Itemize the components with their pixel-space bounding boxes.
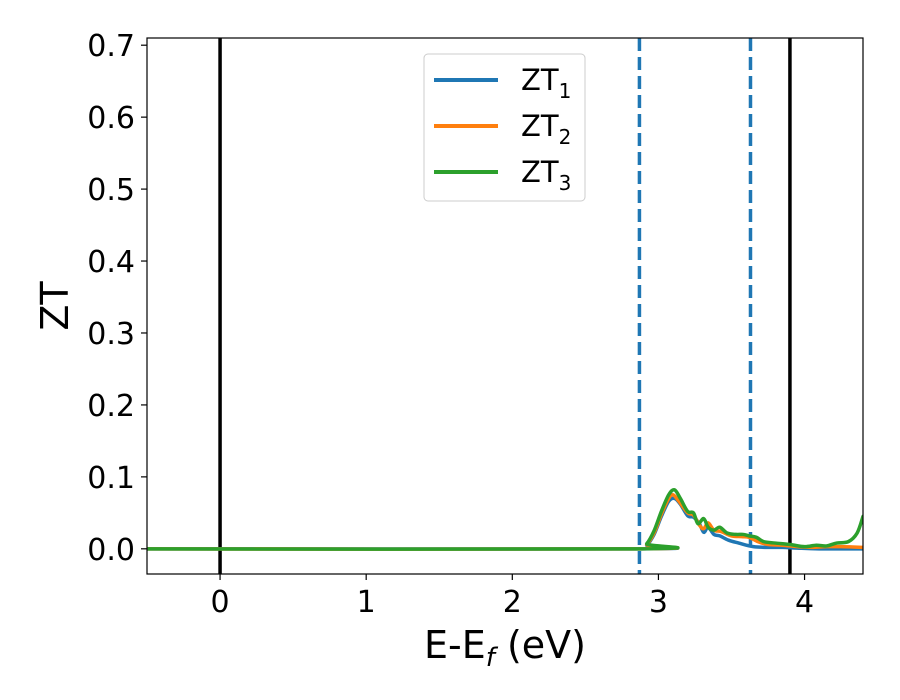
x-tick-label-2: 2 bbox=[503, 585, 522, 620]
y-tick-label-0: 0.0 bbox=[87, 533, 135, 568]
legend-label-1: ZT1 bbox=[521, 63, 571, 103]
legend-box bbox=[423, 53, 586, 202]
series-line-3 bbox=[147, 487, 863, 551]
legend-label-3: ZT3 bbox=[521, 155, 571, 195]
reference-lines bbox=[218, 38, 792, 574]
y-axis-label: ZT bbox=[33, 281, 77, 331]
y-tick-label-1: 0.1 bbox=[87, 461, 135, 496]
y-axis-ticks: 0.0 0.1 0.2 0.3 0.4 0.5 0.6 0.7 bbox=[87, 29, 147, 568]
y-tick-label-6: 0.6 bbox=[87, 101, 135, 136]
plot-frame bbox=[146, 37, 864, 575]
legend-label-sub-1: 1 bbox=[559, 79, 572, 103]
legend-label-main-3: ZT bbox=[521, 155, 559, 189]
legend-label-main-2: ZT bbox=[521, 109, 559, 143]
series-line-2 bbox=[147, 492, 863, 551]
x-tick-label-0: 0 bbox=[211, 585, 230, 620]
x-axis-label-suffix: (eV) bbox=[495, 623, 586, 667]
legend-label-sub-3: 3 bbox=[559, 171, 572, 195]
x-axis-label: E-Ef (eV) bbox=[424, 623, 586, 673]
x-axis-ticks: 0 1 2 3 4 bbox=[211, 574, 814, 620]
legend-label-main-1: ZT bbox=[521, 63, 559, 97]
y-tick-label-4: 0.4 bbox=[87, 245, 135, 280]
series-lines bbox=[147, 487, 863, 551]
legend-label-sub-2: 2 bbox=[559, 125, 572, 149]
y-tick-label-5: 0.5 bbox=[87, 173, 135, 208]
y-tick-label-2: 0.2 bbox=[87, 389, 135, 424]
legend-label-2: ZT2 bbox=[521, 109, 571, 149]
y-tick-label-3: 0.3 bbox=[87, 317, 135, 352]
x-tick-label-1: 1 bbox=[357, 585, 376, 620]
x-tick-label-4: 4 bbox=[795, 585, 814, 620]
x-axis-label-main: E-E bbox=[424, 623, 486, 667]
y-tick-label-7: 0.7 bbox=[87, 29, 135, 64]
x-tick-label-3: 3 bbox=[649, 585, 668, 620]
